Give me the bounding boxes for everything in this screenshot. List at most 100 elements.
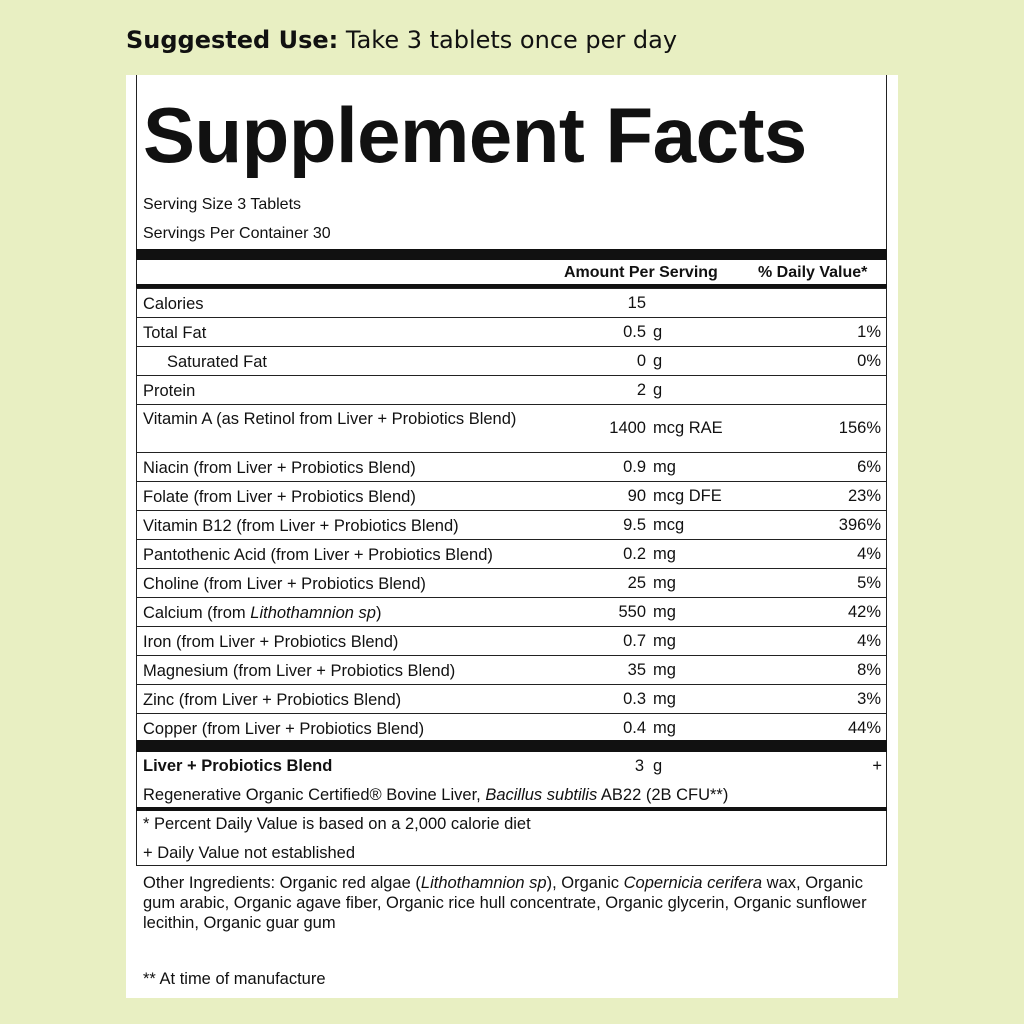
suggested-use: Suggested Use: Take 3 tablets once per d… — [126, 26, 677, 54]
blend-desc-italic: Bacillus subtilis — [485, 786, 598, 804]
blend-unit: g — [653, 757, 663, 775]
serving-size: Serving Size 3 Tablets — [143, 196, 302, 213]
nutrient-name: Choline (from Liver + Probiotics Blend) — [143, 575, 426, 593]
nutrient-dv: 1% — [857, 323, 881, 341]
nutrient-unit: g — [653, 381, 663, 399]
nutrient-row: Iron (from Liver + Probiotics Blend) 0.7… — [136, 626, 887, 655]
nutrient-amount: 550 — [618, 603, 646, 621]
nutrient-dv: 4% — [857, 545, 881, 563]
nutrient-unit: mcg DFE — [653, 487, 722, 505]
nutrient-name: Total Fat — [143, 324, 207, 342]
nutrient-name: Vitamin A (as Retinol from Liver + Probi… — [143, 410, 517, 428]
nutrient-row: Niacin (from Liver + Probiotics Blend) 0… — [136, 452, 887, 481]
name-italic: Lithothamnion sp — [250, 604, 376, 622]
nutrient-amount: 9.5 — [623, 516, 646, 534]
nutrient-amount: 35 — [627, 661, 646, 679]
nutrient-dv: 156% — [838, 419, 881, 437]
facts-title: Supplement Facts — [143, 91, 807, 179]
footnote-not-established: + Daily Value not established — [143, 844, 356, 862]
other-ingredients-italic: Lithothamnion sp — [420, 874, 547, 892]
nutrient-row: Vitamin A (as Retinol from Liver + Probi… — [136, 404, 887, 452]
nutrient-dv: 0% — [857, 352, 881, 370]
nutrient-name: Calories — [143, 295, 204, 313]
nutrient-unit: g — [653, 323, 663, 341]
blend-name: Liver + Probiotics Blend — [143, 757, 333, 775]
suggested-use-label: Suggested Use: — [126, 26, 339, 54]
suggested-use-text: Take 3 tablets once per day — [345, 26, 678, 54]
nutrient-dv: 8% — [857, 661, 881, 679]
nutrient-dv: 42% — [847, 603, 881, 621]
footnote-daily-value: * Percent Daily Value is based on a 2,00… — [143, 815, 531, 833]
nutrient-amount: 90 — [627, 487, 646, 505]
nutrient-row: Choline (from Liver + Probiotics Blend) … — [136, 568, 887, 597]
header-divider — [136, 284, 887, 288]
nutrient-row: Copper (from Liver + Probiotics Blend) 0… — [136, 713, 887, 740]
nutrient-unit: mcg RAE — [653, 419, 723, 437]
nutrient-unit: mg — [653, 719, 676, 737]
nutrient-name: Saturated Fat — [167, 353, 267, 371]
thick-divider-top — [136, 249, 887, 260]
nutrient-unit: mg — [653, 545, 676, 563]
nutrient-unit: mg — [653, 632, 676, 650]
nutrient-dv: 5% — [857, 574, 881, 592]
amount-per-serving-header: Amount Per Serving — [564, 264, 718, 281]
nutrient-unit: mg — [653, 661, 676, 679]
nutrient-row: Protein 2 g — [136, 375, 887, 404]
thick-divider-blend — [136, 740, 887, 752]
nutrient-row: Total Fat 0.5 g 1% — [136, 317, 887, 346]
nutrient-unit: mg — [653, 603, 676, 621]
nutrient-name: Magnesium (from Liver + Probiotics Blend… — [143, 662, 456, 680]
nutrient-row: Calcium (from Lithothamnion sp) 550 mg 4… — [136, 597, 887, 626]
nutrient-amount: 15 — [627, 294, 646, 312]
other-ingredients-italic: Copernicia cerifera — [623, 874, 763, 892]
other-ingredients-text: ), Organic — [546, 874, 624, 892]
nutrient-name: Pantothenic Acid (from Liver + Probiotic… — [143, 546, 493, 564]
nutrient-row: Magnesium (from Liver + Probiotics Blend… — [136, 655, 887, 684]
nutrient-amount: 25 — [627, 574, 646, 592]
nutrient-name: Copper (from Liver + Probiotics Blend) — [143, 720, 425, 738]
nutrient-amount: 2 — [636, 381, 646, 399]
nutrient-row: Saturated Fat 0 g 0% — [136, 346, 887, 375]
nutrient-name: Calcium (from Lithothamnion sp) — [143, 603, 381, 623]
nutrient-amount: 0.2 — [623, 545, 646, 563]
nutrient-dv: 3% — [857, 690, 881, 708]
nutrient-amount: 0.4 — [623, 719, 646, 737]
nutrient-unit: g — [653, 352, 663, 370]
other-ingredients: Other Ingredients: Organic red algae (Li… — [143, 873, 873, 933]
servings-per-container: Servings Per Container 30 — [143, 225, 331, 242]
nutrient-row: Vitamin B12 (from Liver + Probiotics Ble… — [136, 510, 887, 539]
blend-desc-suffix: AB22 (2B CFU**) — [597, 786, 729, 804]
footnote-divider — [136, 807, 887, 811]
nutrient-unit: mcg — [653, 516, 685, 534]
nutrient-unit: mg — [653, 574, 676, 592]
daily-value-header: % Daily Value* — [758, 264, 868, 281]
nutrient-row: Calories 15 — [136, 288, 887, 317]
nutrient-amount: 0 — [636, 352, 646, 370]
name-prefix: Calcium (from — [143, 604, 251, 622]
nutrient-dv: 6% — [857, 458, 881, 476]
nutrient-dv: 396% — [838, 516, 881, 534]
nutrient-row: Zinc (from Liver + Probiotics Blend) 0.3… — [136, 684, 887, 713]
nutrient-name: Zinc (from Liver + Probiotics Blend) — [143, 691, 402, 709]
nutrient-dv: 44% — [847, 719, 881, 737]
name-suffix: ) — [375, 604, 382, 622]
facts-border — [136, 75, 887, 866]
nutrient-unit: mg — [653, 690, 676, 708]
nutrient-name: Vitamin B12 (from Liver + Probiotics Ble… — [143, 517, 459, 535]
manufacture-note: ** At time of manufacture — [143, 970, 326, 988]
nutrient-dv: 23% — [847, 487, 881, 505]
nutrient-amount: 0.3 — [623, 690, 646, 708]
nutrient-name: Protein — [143, 382, 196, 400]
nutrient-name: Folate (from Liver + Probiotics Blend) — [143, 488, 416, 506]
blend-description: Regenerative Organic Certified® Bovine L… — [143, 786, 728, 805]
nutrient-name: Iron (from Liver + Probiotics Blend) — [143, 633, 399, 651]
blend-amount: 3 — [634, 757, 644, 775]
nutrient-amount: 0.7 — [623, 632, 646, 650]
nutrient-name: Niacin (from Liver + Probiotics Blend) — [143, 459, 416, 477]
other-ingredients-text: Other Ingredients: Organic red algae ( — [143, 874, 421, 892]
nutrient-row: Folate (from Liver + Probiotics Blend) 9… — [136, 481, 887, 510]
other-ingredients-text: wax, Organic gum arabic, Organic agave f… — [143, 874, 867, 932]
nutrient-unit: mg — [653, 458, 676, 476]
nutrient-amount: 1400 — [609, 419, 646, 437]
supplement-facts-panel — [126, 75, 898, 998]
